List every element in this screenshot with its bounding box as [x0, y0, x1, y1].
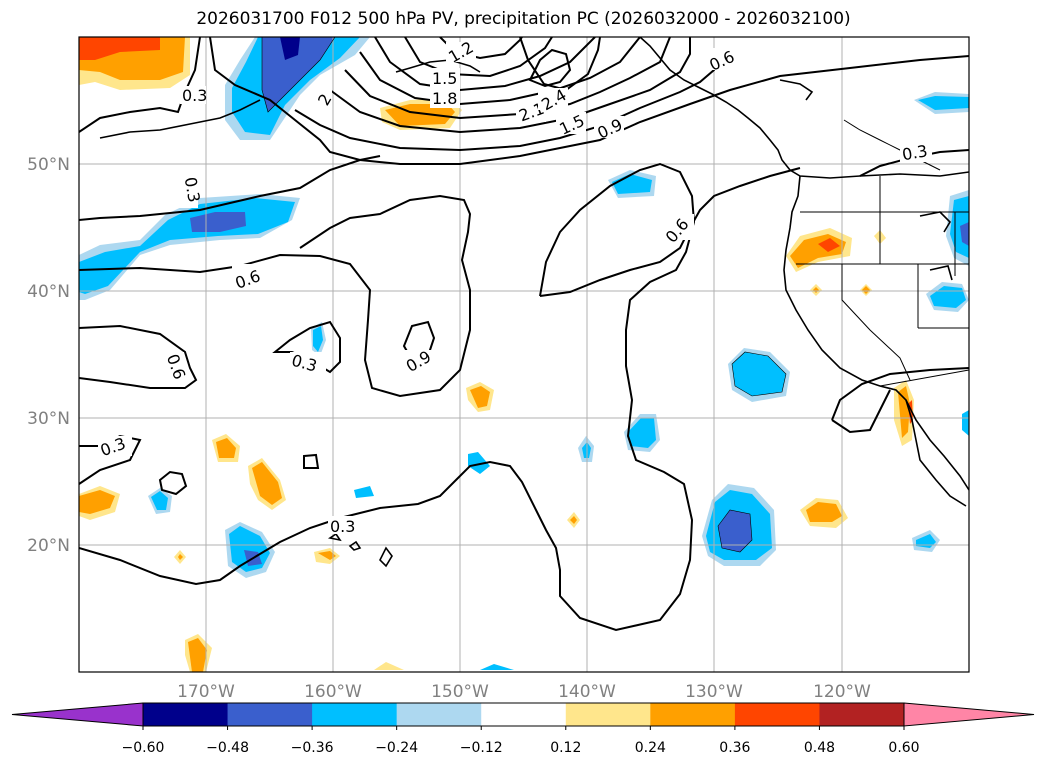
plot-title: 2026031700 F012 500 hPa PV, precipitatio…: [196, 9, 851, 29]
precip-outline: [261, 37, 787, 553]
colorbar-segment: [819, 703, 905, 726]
lon-label: 150°W: [431, 682, 489, 702]
colorbar-segment: [565, 703, 651, 726]
coastlines: [99, 37, 969, 568]
lon-label: 120°W: [813, 682, 871, 702]
colorbar-tick-label: 0.60: [888, 740, 919, 756]
colorbar-segment: [481, 703, 567, 726]
contour-label: 1.5: [432, 69, 457, 88]
colorbar-extend-high: [903, 702, 1035, 727]
colorbar-segment: [312, 703, 398, 726]
colorbar-segment: [650, 703, 736, 726]
lon-label: 130°W: [685, 682, 743, 702]
lon-label: 160°W: [304, 682, 362, 702]
graticule: [79, 37, 969, 672]
contour-label: 0.3: [901, 141, 929, 164]
lat-label: 50°N: [27, 155, 70, 175]
colorbar-tick-label: −0.60: [122, 740, 165, 756]
colorbar: −0.60 −0.48 −0.36 −0.24 −0.12 0.12 0.24 0.36 0.4…: [11, 702, 1035, 756]
contour-labels: 0.3 0.3 0.6 0.6 0.3 0.9 0.3 0.3 1.2 1.5 …: [98, 37, 932, 536]
colorbar-frame: [142, 702, 905, 727]
precip-shading: [79, 37, 969, 672]
contour-label: 0.3: [330, 517, 355, 536]
colorbar-segment: [734, 703, 820, 726]
colorbar-segment: [396, 703, 482, 726]
lat-label: 40°N: [27, 282, 70, 302]
colorbar-extend-low: [11, 702, 144, 727]
lat-label: 30°N: [27, 409, 70, 429]
map-area: [79, 37, 969, 672]
colorbar-tick-label: 0.12: [550, 740, 581, 756]
contour-label: 0.3: [182, 86, 207, 105]
colorbar-tick-label: −0.24: [375, 740, 418, 756]
lon-label: 170°W: [177, 682, 235, 702]
colorbar-tick-label: −0.12: [460, 740, 503, 756]
colorbar-tick-label: 0.24: [635, 740, 666, 756]
longitude-labels: 170°W 160°W 150°W 140°W 130°W 120°W: [177, 682, 871, 702]
contour-label: 0.3: [181, 176, 204, 204]
colorbar-segment: [227, 703, 313, 726]
colorbar-tick-label: −0.48: [206, 740, 249, 756]
contour-label: 1.8: [432, 89, 457, 108]
lon-label: 140°W: [558, 682, 616, 702]
lat-label: 20°N: [27, 536, 70, 556]
colorbar-segment: [143, 703, 229, 726]
latitude-labels: 50°N 40°N 30°N 20°N: [27, 155, 70, 556]
colorbar-tick-label: 0.36: [719, 740, 750, 756]
colorbar-tick-label: −0.36: [291, 740, 334, 756]
map-frame: [78, 36, 970, 673]
colorbar-tick-label: 0.48: [804, 740, 835, 756]
